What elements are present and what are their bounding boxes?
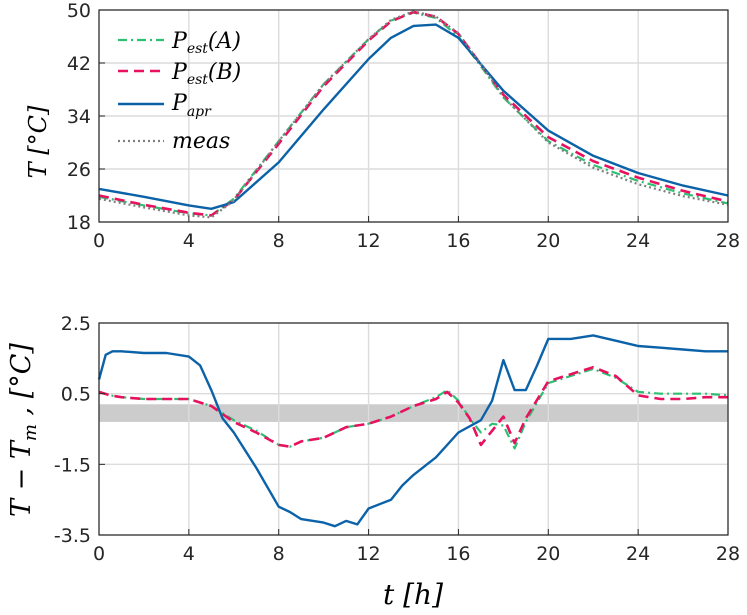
bottom-x-label: t [h] (383, 578, 443, 611)
series-line-papr (98, 23, 729, 210)
y-tick-label: 18 (67, 212, 91, 234)
error-plot: 0 4 8 12 16 20 24 28 -3.5 -1.5 0.5 2.5 T − Tm , [°… (6, 313, 740, 611)
bottom-x-ticks: 0 4 8 12 16 20 24 28 (93, 529, 740, 565)
y-tick-label: 50 (67, 0, 91, 22)
y-tick-label: 0.5 (61, 384, 91, 406)
bottom-axes-frame (98, 322, 729, 536)
x-tick-label: 16 (446, 230, 470, 252)
x-tick-label: 20 (536, 543, 560, 565)
x-tick-label: 0 (93, 230, 105, 252)
x-tick-label: 4 (183, 230, 195, 252)
top-y-label: T [°C] (24, 105, 52, 178)
bottom-series (97, 334, 729, 528)
x-tick-label: 24 (626, 230, 650, 252)
bottom-y-ticks: -3.5 -1.5 0.5 2.5 (54, 313, 105, 547)
x-tick-label: 12 (356, 543, 380, 565)
x-tick-label: 16 (446, 543, 470, 565)
x-tick-label: 28 (716, 543, 740, 565)
legend-label-pest-a: Pest(A) (171, 29, 241, 57)
legend-label-pest-b: Pest(B) (171, 60, 241, 88)
x-tick-label: 20 (536, 230, 560, 252)
x-tick-label: 8 (273, 230, 285, 252)
x-tick-label: 0 (93, 543, 105, 565)
y-tick-label: 34 (67, 106, 91, 128)
tolerance-band (99, 404, 728, 422)
x-tick-label: 28 (716, 230, 740, 252)
legend-label-meas: meas (172, 129, 230, 154)
series-line-pest-b (98, 365, 728, 448)
bottom-y-label: T − Tm , [°C] (6, 343, 41, 517)
top-x-ticks: 0 4 8 12 16 20 24 28 (93, 216, 740, 252)
series-line-papr (97, 334, 728, 528)
x-tick-label: 24 (626, 543, 650, 565)
y-tick-label: -1.5 (54, 454, 91, 476)
y-tick-label: 26 (67, 159, 91, 181)
x-tick-label: 8 (273, 543, 285, 565)
tolerance-band-rect (99, 404, 728, 422)
y-tick-label: 42 (67, 53, 91, 75)
top-y-ticks: 18 26 34 42 50 (67, 0, 105, 234)
x-tick-label: 4 (183, 543, 195, 565)
series-line-meas (98, 10, 729, 219)
y-tick-label: 2.5 (61, 313, 91, 335)
y-tick-label: -3.5 (54, 525, 91, 547)
x-tick-label: 12 (356, 230, 380, 252)
top-series (98, 10, 729, 219)
